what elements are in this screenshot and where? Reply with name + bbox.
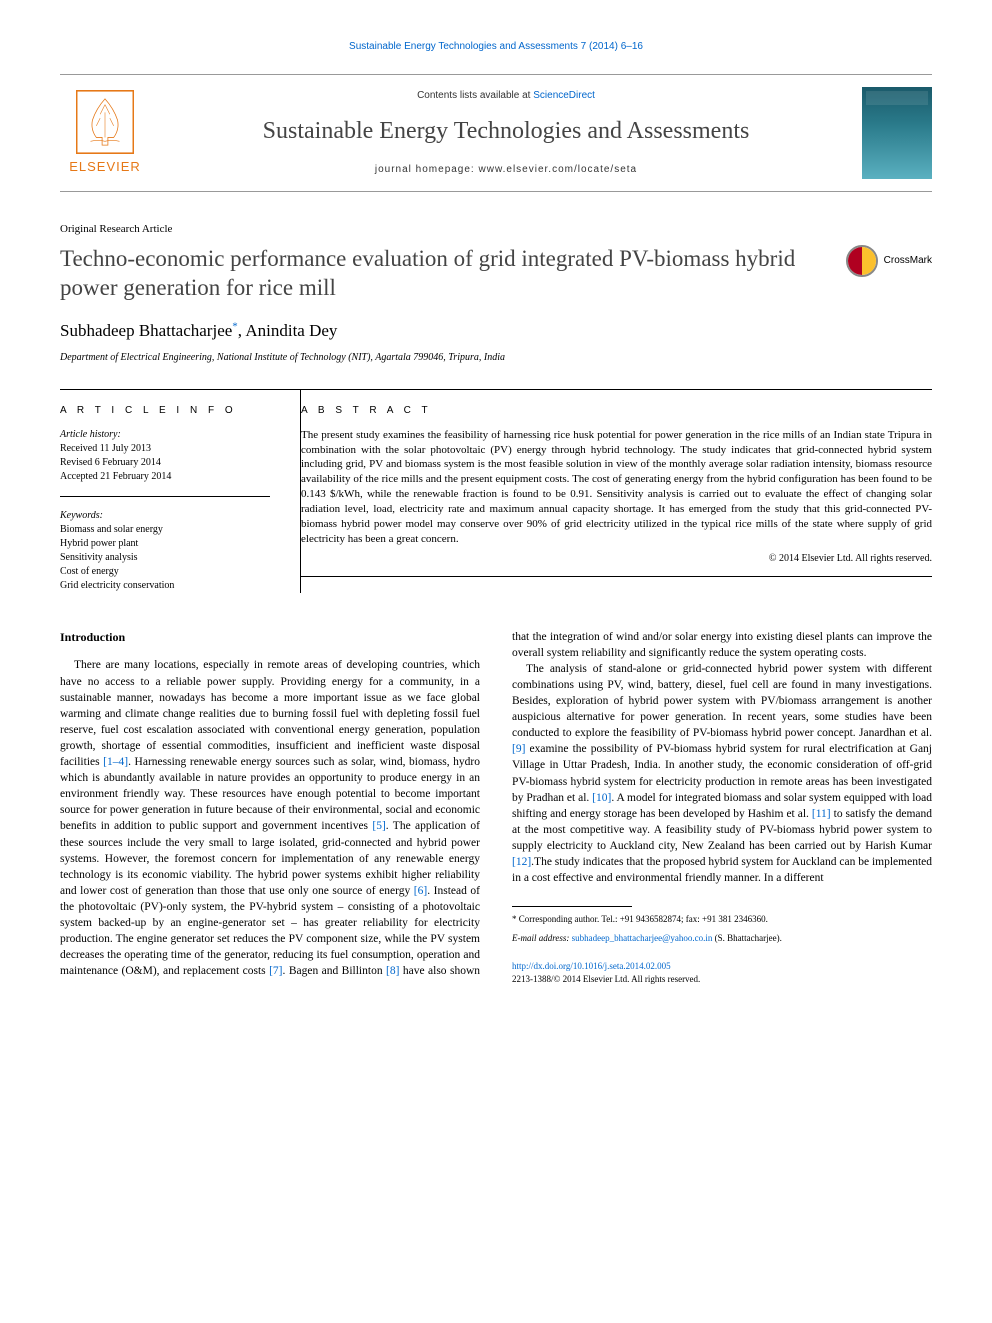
- keyword: Sensitivity analysis: [60, 551, 270, 565]
- article-title: Techno-economic performance evaluation o…: [60, 245, 830, 303]
- journal-masthead: ELSEVIER Contents lists available at Sci…: [60, 74, 932, 192]
- doi-link[interactable]: http://dx.doi.org/10.1016/j.seta.2014.02…: [512, 960, 932, 973]
- masthead-center: Contents lists available at ScienceDirec…: [170, 89, 842, 177]
- affiliation: Department of Electrical Engineering, Na…: [60, 351, 932, 365]
- keyword: Cost of energy: [60, 565, 270, 579]
- crossmark-badge[interactable]: CrossMark: [846, 245, 932, 277]
- article-history: Article history: Received 11 July 2013 R…: [60, 428, 270, 497]
- coauthor: , Anindita Dey: [238, 321, 338, 340]
- contents-available-line: Contents lists available at ScienceDirec…: [170, 89, 842, 103]
- journal-name: Sustainable Energy Technologies and Asse…: [170, 115, 842, 149]
- author-email-link[interactable]: subhadeep_bhattacharjee@yahoo.co.in: [572, 933, 713, 943]
- running-header: Sustainable Energy Technologies and Asse…: [60, 40, 932, 54]
- keyword: Grid electricity conservation: [60, 579, 270, 593]
- article-info-heading: A R T I C L E I N F O: [60, 404, 270, 418]
- homepage-url[interactable]: www.elsevier.com/locate/seta: [479, 164, 638, 175]
- article-info-column: A R T I C L E I N F O Article history: R…: [60, 390, 270, 593]
- info-abstract-row: A R T I C L E I N F O Article history: R…: [60, 389, 932, 593]
- introduction-heading: Introduction: [60, 629, 480, 646]
- corresponding-author-footnote: * Corresponding author. Tel.: +91 943658…: [512, 913, 932, 926]
- text-run: . Bagen and Billinton: [283, 965, 387, 977]
- keywords-block: Keywords: Biomass and solar energy Hybri…: [60, 509, 270, 593]
- corresponding-author: Subhadeep Bhattacharjee: [60, 321, 232, 340]
- citation-link[interactable]: [8]: [386, 965, 399, 977]
- revised-date: Revised 6 February 2014: [60, 456, 270, 470]
- text-run: . Instead of the photovoltaic (PV)-only …: [60, 885, 480, 977]
- homepage-label: journal homepage:: [375, 164, 479, 175]
- publisher-name: ELSEVIER: [69, 158, 141, 176]
- doi-block: http://dx.doi.org/10.1016/j.seta.2014.02…: [512, 960, 932, 985]
- intro-paragraph-2: The analysis of stand-alone or grid-conn…: [512, 661, 932, 886]
- title-row: Techno-economic performance evaluation o…: [60, 245, 932, 303]
- author-line: Subhadeep Bhattacharjee*, Anindita Dey: [60, 319, 932, 343]
- text-run: There are many locations, especially in …: [60, 659, 480, 768]
- text-run: The analysis of stand-alone or grid-conn…: [512, 663, 932, 739]
- citation-link[interactable]: [12]: [512, 856, 531, 868]
- elsevier-tree-icon: [76, 90, 134, 154]
- citation-link[interactable]: [10]: [592, 792, 611, 804]
- citation-link[interactable]: [11]: [812, 808, 831, 820]
- citation-link[interactable]: [7]: [269, 965, 282, 977]
- journal-homepage-line: journal homepage: www.elsevier.com/locat…: [170, 163, 842, 177]
- crossmark-icon: [846, 245, 878, 277]
- abstract-heading: A B S T R A C T: [301, 404, 932, 418]
- citation-link[interactable]: [5]: [372, 820, 385, 832]
- crossmark-label: CrossMark: [884, 254, 932, 268]
- email-footnote: E-mail address: subhadeep_bhattacharjee@…: [512, 932, 932, 945]
- citation-link[interactable]: [9]: [512, 743, 525, 755]
- sciencedirect-link[interactable]: ScienceDirect: [533, 90, 595, 101]
- article-type: Original Research Article: [60, 222, 932, 237]
- contents-prefix: Contents lists available at: [417, 90, 533, 101]
- email-attribution: (S. Bhattacharjee).: [712, 933, 781, 943]
- citation-link[interactable]: [1–4]: [103, 756, 128, 768]
- body-two-column: Introduction There are many locations, e…: [60, 629, 932, 986]
- text-run: .The study indicates that the proposed h…: [512, 856, 932, 884]
- accepted-date: Accepted 21 February 2014: [60, 470, 270, 484]
- abstract-copyright: © 2014 Elsevier Ltd. All rights reserved…: [301, 552, 932, 566]
- keyword: Biomass and solar energy: [60, 523, 270, 537]
- citation-link[interactable]: [6]: [414, 885, 427, 897]
- footnote-block: * Corresponding author. Tel.: +91 943658…: [512, 906, 932, 985]
- journal-cover-thumbnail: [862, 87, 932, 179]
- abstract-column: A B S T R A C T The present study examin…: [300, 390, 932, 593]
- history-label: Article history:: [60, 428, 270, 442]
- keywords-label: Keywords:: [60, 509, 270, 523]
- publisher-logo: ELSEVIER: [60, 90, 150, 176]
- keyword: Hybrid power plant: [60, 537, 270, 551]
- email-label: E-mail address:: [512, 933, 572, 943]
- footnote-separator: [512, 906, 632, 907]
- abstract-text: The present study examines the feasibili…: [301, 428, 932, 547]
- received-date: Received 11 July 2013: [60, 442, 270, 456]
- issn-copyright: 2213-1388/© 2014 Elsevier Ltd. All right…: [512, 973, 932, 986]
